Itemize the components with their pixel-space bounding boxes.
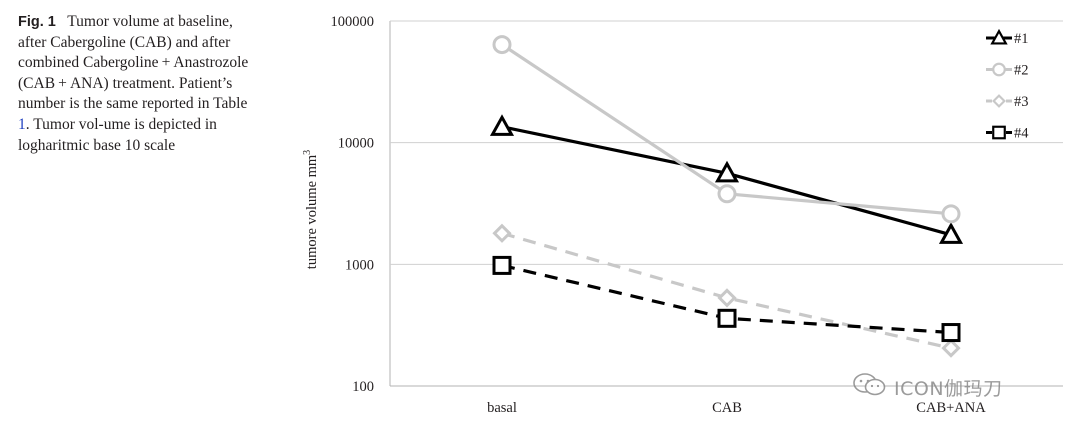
y-tick-label: 10000	[338, 136, 374, 152]
legend-marker	[992, 125, 1006, 140]
legend: #1 #2 #3 #4	[986, 28, 1029, 142]
legend-marker	[992, 62, 1006, 77]
chart: 100 1000 10000 100000 basal CAB CAB+ANA tumor…	[302, 14, 1063, 416]
x-tick-labels: basal CAB CAB+ANA	[487, 400, 986, 416]
caption-text-part1: Tumor volume at baseline, after Cabergol…	[18, 13, 249, 113]
data-point-triangle	[938, 222, 964, 244]
legend-marker	[992, 94, 1006, 108]
data-point-square	[941, 323, 961, 343]
series-group	[489, 35, 964, 358]
series-line	[501, 231, 952, 350]
figure-caption: Fig. 1 Tumor volume at baseline, after C…	[18, 12, 250, 156]
series-1	[489, 114, 964, 244]
y-tick-label: 100	[352, 379, 374, 395]
data-point-triangle	[489, 114, 515, 136]
legend-label: #1	[1014, 31, 1029, 47]
table-reference-link[interactable]: 1	[18, 115, 26, 133]
legend-item: #3	[986, 94, 1029, 110]
y-tick-label: 1000	[345, 257, 374, 273]
legend-marker	[990, 28, 1008, 45]
watermark: ICON伽玛刀	[852, 372, 1072, 402]
data-point-diamond	[717, 288, 737, 308]
gridlines	[390, 20, 1063, 265]
legend-label: #4	[1014, 126, 1029, 142]
data-point-circle	[492, 35, 512, 55]
x-tick-label: CAB	[712, 400, 742, 416]
data-point-square	[717, 308, 737, 328]
data-point-diamond	[941, 338, 961, 358]
y-tick-label: 100000	[331, 14, 375, 30]
caption-text-part2: . Tumor vol-ume is depicted in logharitm…	[18, 115, 217, 154]
data-point-circle	[941, 204, 961, 224]
legend-item: #4	[986, 126, 1029, 142]
series-2	[492, 35, 961, 224]
series-4	[492, 255, 961, 343]
watermark-text: ICON伽玛刀	[894, 378, 1003, 400]
x-tick-label: basal	[487, 400, 517, 416]
series-3	[492, 223, 961, 358]
figure-label: Fig. 1	[18, 14, 56, 30]
data-point-diamond	[492, 223, 512, 243]
legend-item: #1	[986, 28, 1029, 47]
legend-label: #3	[1014, 94, 1029, 110]
wechat-icon	[852, 372, 888, 403]
data-point-triangle	[714, 160, 740, 183]
y-axis-label: tumore volume mm3	[302, 150, 320, 269]
x-tick-label: CAB+ANA	[916, 400, 986, 416]
data-point-square	[492, 255, 512, 275]
legend-label: #2	[1014, 63, 1029, 79]
y-tick-labels: 100 1000 10000 100000	[331, 14, 375, 395]
legend-item: #2	[986, 63, 1029, 79]
data-point-circle	[717, 184, 737, 204]
